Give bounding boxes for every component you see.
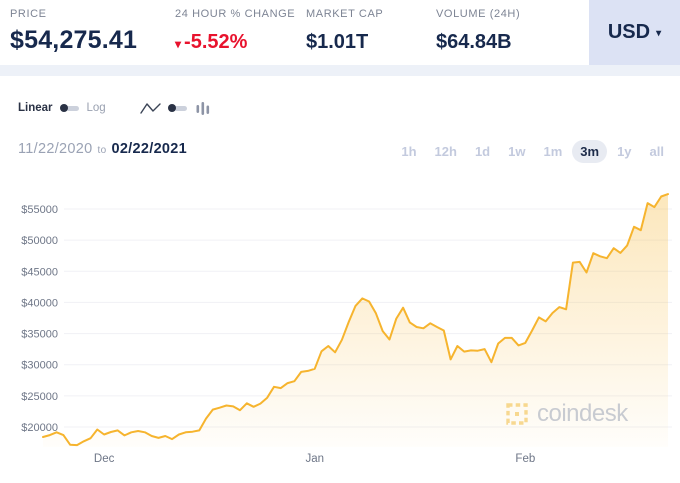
volume-stat: VOLUME (24H) $64.84B [436,8,520,54]
range-button-all[interactable]: all [649,144,664,159]
down-arrow-icon: ▾ [175,36,182,51]
range-button-1w[interactable]: 1w [508,144,526,159]
x-axis-label: Feb [515,453,535,465]
range-button-12h[interactable]: 12h [434,144,457,159]
x-axis-label: Dec [94,453,115,465]
y-axis-label: $40000 [21,297,58,309]
y-axis-label: $45000 [21,266,58,278]
range-button-1m[interactable]: 1m [543,144,563,159]
change-value: ▾ -5.52% [175,31,295,54]
line-chart-icon[interactable] [140,101,161,115]
market-cap-stat: MARKET CAP $1.01T [306,8,383,54]
range-buttons: 1h 12h 1d 1w 1m 3m 1y all [393,140,672,163]
date-range: 11/22/2020 to 02/22/2021 [18,141,187,157]
toggle-track [173,106,187,111]
currency-code: USD [607,21,651,43]
linear-scale-label[interactable]: Linear [18,102,53,114]
volume-value: $64.84B [436,31,512,53]
price-chart: $55000 $50000 $45000 $40000 $35000 $30000 $250… [0,178,680,483]
y-axis-label: $50000 [21,235,58,247]
price-stat: PRICE $54,275.41 [10,8,137,55]
bar-chart-icon[interactable] [195,101,211,116]
toggle-track [65,106,79,111]
price-value: $54,275.41 [10,26,138,54]
price-chart-canvas[interactable]: $55000 $50000 $45000 $40000 $35000 $30000 $250… [0,178,680,483]
header-divider [0,65,680,76]
y-axis-label: $30000 [21,360,58,372]
log-scale-label[interactable]: Log [86,102,106,114]
change-percent: -5.52% [184,31,248,53]
change-stat: 24 HOUR % CHANGE ▾ -5.52% [175,8,295,54]
change-label: 24 HOUR % CHANGE [175,8,296,20]
toggle-knob [59,104,68,112]
price-label: PRICE [10,8,47,20]
chart-type-toggle[interactable] [167,104,188,112]
date-range-to-label: to [97,145,107,156]
market-cap-label: MARKET CAP [306,8,384,20]
market-cap-value: $1.01T [306,31,369,53]
toggle-knob [167,104,176,112]
volume-label: VOLUME (24H) [436,8,521,20]
x-axis-label: Jan [305,453,324,465]
y-axis-label: $20000 [21,422,58,434]
start-date-field[interactable]: 11/22/2020 [18,141,93,157]
y-axis-label: $35000 [21,329,58,341]
chart-controls: Linear Log [18,100,211,116]
range-button-1y[interactable]: 1y [617,144,632,159]
range-button-1d[interactable]: 1d [474,144,491,159]
end-date-field[interactable]: 02/22/2021 [111,141,188,157]
range-button-3m[interactable]: 3m [572,140,608,163]
y-axis-label: $25000 [21,391,58,403]
range-button-1h[interactable]: 1h [401,144,417,159]
scale-toggle[interactable] [59,104,80,112]
y-axis-label: $55000 [21,204,58,216]
chevron-down-icon: ▾ [656,28,662,39]
currency-selector[interactable]: USD ▾ [589,0,680,65]
